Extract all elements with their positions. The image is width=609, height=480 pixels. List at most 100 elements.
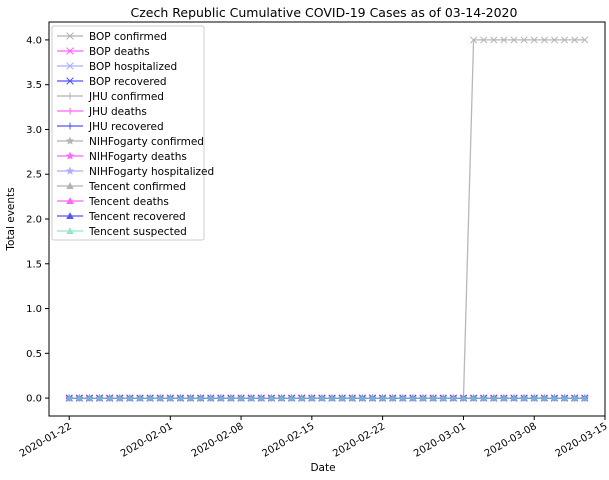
legend-entry bbox=[57, 92, 83, 100]
legend-label: BOP hospitalized bbox=[89, 61, 177, 73]
legend-marker bbox=[66, 62, 74, 70]
data-point bbox=[399, 394, 407, 401]
data-point bbox=[560, 394, 569, 401]
legend-marker bbox=[65, 151, 75, 160]
y-tick-label: 3.5 bbox=[26, 80, 42, 91]
y-tick-label: 0.5 bbox=[26, 349, 42, 360]
legend-label: JHU recovered bbox=[88, 121, 164, 133]
series-tencent-suspected bbox=[65, 394, 589, 401]
data-point bbox=[287, 394, 296, 401]
x-tick-label: 2020-02-01 bbox=[119, 421, 175, 460]
legend-label: NIHFogarty hospitalized bbox=[89, 166, 214, 178]
data-point bbox=[500, 36, 508, 44]
data-point bbox=[197, 394, 205, 401]
data-point bbox=[277, 394, 286, 401]
data-point bbox=[338, 394, 346, 401]
legend-label: NIHFogarty deaths bbox=[89, 151, 187, 163]
x-tick-label: 2020-03-15 bbox=[554, 421, 609, 460]
y-tick-label: 2.0 bbox=[26, 215, 42, 226]
legend-marker bbox=[66, 32, 74, 40]
data-point bbox=[126, 394, 134, 401]
data-point bbox=[166, 394, 174, 401]
data-point bbox=[429, 394, 437, 401]
data-point bbox=[186, 394, 195, 401]
data-point bbox=[510, 36, 518, 44]
legend-entry bbox=[57, 107, 83, 115]
y-tick-label: 4.0 bbox=[26, 35, 42, 46]
data-point bbox=[348, 394, 356, 401]
data-point bbox=[490, 394, 498, 401]
data-point bbox=[540, 36, 548, 44]
legend-entry bbox=[57, 47, 83, 55]
data-point bbox=[480, 394, 488, 401]
data-point bbox=[389, 394, 397, 401]
data-point bbox=[65, 394, 73, 401]
legend-entry bbox=[57, 32, 83, 40]
data-point bbox=[237, 394, 245, 401]
x-tick-label: 2020-02-08 bbox=[190, 421, 246, 460]
x-tick-label: 2020-02-22 bbox=[331, 421, 387, 460]
legend-label: Tencent suspected bbox=[88, 226, 187, 238]
x-tick-label: 2020-03-08 bbox=[483, 421, 539, 460]
data-point bbox=[328, 394, 336, 401]
legend-marker bbox=[66, 47, 74, 55]
legend-label: Tencent deaths bbox=[88, 196, 169, 208]
legend-marker bbox=[66, 77, 74, 85]
legend-label: NIHFogarty confirmed bbox=[89, 136, 204, 148]
legend-entry bbox=[57, 77, 83, 85]
legend-marker bbox=[66, 107, 74, 115]
legend-entry bbox=[57, 197, 83, 204]
data-point bbox=[480, 36, 488, 44]
legend-marker bbox=[66, 227, 74, 234]
data-point bbox=[530, 36, 538, 44]
legend-entry bbox=[57, 151, 83, 160]
legend-label: BOP confirmed bbox=[89, 31, 167, 43]
data-point bbox=[581, 394, 589, 401]
x-tick-label: 2020-01-22 bbox=[18, 421, 74, 460]
data-point bbox=[550, 36, 559, 44]
legend-entry bbox=[57, 122, 83, 130]
legend-entry bbox=[57, 227, 83, 234]
legend-label: BOP recovered bbox=[89, 76, 167, 88]
legend: BOP confirmed BOP deaths BOP hospitalized B… bbox=[51, 25, 214, 241]
chart-title: Czech Republic Cumulative COVID-19 Cases… bbox=[131, 5, 518, 20]
y-tick-label: 2.5 bbox=[26, 170, 42, 181]
legend-marker bbox=[65, 136, 75, 145]
data-point bbox=[146, 394, 154, 401]
data-point bbox=[490, 36, 498, 44]
data-point bbox=[571, 394, 579, 401]
data-point bbox=[459, 394, 468, 401]
legend-marker bbox=[66, 212, 74, 219]
y-axis-label: Total events bbox=[5, 187, 17, 251]
legend-entry bbox=[57, 136, 83, 145]
data-point bbox=[318, 394, 326, 401]
data-point bbox=[95, 394, 104, 401]
data-point bbox=[368, 394, 377, 401]
y-tick-label: 1.5 bbox=[26, 259, 42, 270]
x-tick-label: 2020-03-01 bbox=[412, 421, 468, 460]
data-point bbox=[136, 394, 144, 401]
data-point bbox=[267, 394, 276, 401]
data-point bbox=[561, 36, 569, 44]
data-point bbox=[217, 394, 225, 401]
legend-entry bbox=[57, 182, 83, 189]
data-point bbox=[419, 394, 427, 401]
series-layer bbox=[65, 36, 589, 402]
legend-marker bbox=[66, 92, 74, 100]
data-point bbox=[116, 394, 124, 401]
data-point bbox=[530, 394, 538, 401]
legend-entry bbox=[57, 62, 83, 70]
data-point bbox=[106, 394, 114, 401]
data-point bbox=[449, 394, 457, 401]
data-point bbox=[227, 394, 235, 401]
legend-entry bbox=[57, 166, 83, 175]
data-point bbox=[257, 394, 265, 401]
y-tick-label: 3.0 bbox=[26, 125, 42, 136]
legend-marker bbox=[66, 197, 74, 204]
data-point bbox=[470, 36, 478, 44]
data-point bbox=[358, 394, 367, 401]
data-point bbox=[298, 394, 306, 401]
legend-marker bbox=[66, 182, 74, 189]
data-point bbox=[571, 36, 579, 44]
